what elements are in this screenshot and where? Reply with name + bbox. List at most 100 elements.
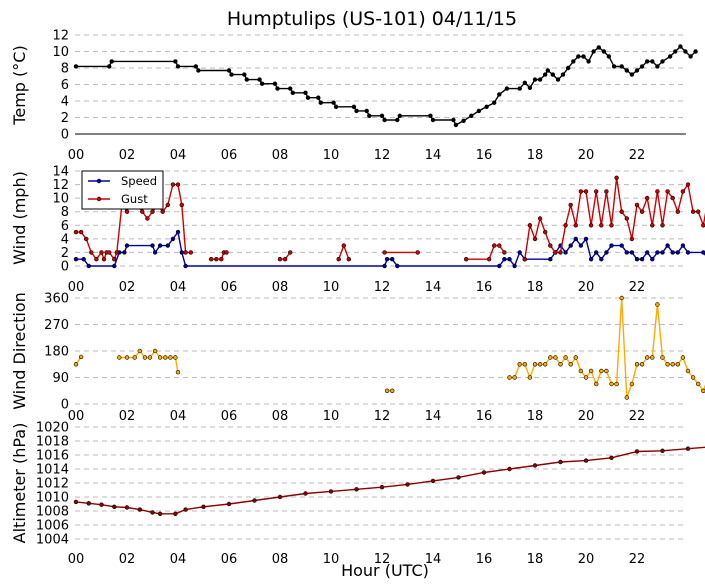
data-point [492, 100, 497, 105]
data-point [527, 375, 533, 380]
data-point [634, 362, 640, 367]
x-tick-label: 10 [323, 280, 340, 295]
data-point [73, 257, 79, 262]
y-tick-label: 1018 [36, 435, 69, 450]
data-point [629, 236, 635, 242]
x-tick-label: 20 [578, 148, 595, 163]
x-tick-label: 20 [578, 280, 595, 295]
data-point [599, 223, 604, 228]
data-point [73, 64, 79, 69]
data-point [685, 182, 691, 187]
data-point [219, 257, 224, 262]
data-point [507, 375, 512, 380]
data-point [132, 355, 137, 360]
data-point [73, 362, 79, 367]
y-axis-label: Temp (°C) [10, 45, 29, 125]
data-point [568, 243, 573, 248]
data-point [305, 95, 311, 100]
y-tick-label: 1008 [36, 505, 69, 520]
data-point [553, 250, 558, 255]
data-point [124, 355, 130, 360]
y-tick-label: 0 [61, 128, 69, 143]
data-point [563, 355, 568, 360]
data-point [688, 54, 693, 59]
data-point [563, 250, 568, 255]
data-point [175, 229, 181, 235]
x-tick-label: 22 [629, 409, 646, 424]
data-point [588, 368, 594, 374]
y-axis-label: Altimeter (hPa) [10, 423, 29, 544]
data-point [259, 81, 265, 86]
data-point [639, 257, 645, 262]
x-tick-label: 12 [374, 552, 391, 567]
data-point [542, 72, 548, 77]
data-point [675, 362, 680, 367]
data-point [179, 250, 185, 255]
data-point [650, 59, 655, 64]
series-0 [73, 295, 705, 400]
y-tick-label: 360 [44, 292, 69, 307]
y-tick-label: 1014 [36, 463, 69, 478]
data-point [555, 77, 561, 82]
data-point [655, 64, 660, 69]
data-point [576, 54, 581, 59]
data-point [364, 108, 369, 114]
data-point [581, 54, 586, 59]
data-point [150, 243, 155, 248]
data-point [701, 250, 705, 255]
x-tick-label: 16 [476, 552, 493, 567]
data-point [507, 257, 512, 262]
data-point [532, 236, 538, 242]
data-point [165, 202, 171, 208]
data-point [73, 229, 79, 235]
data-point [173, 511, 178, 516]
data-point [451, 117, 456, 123]
data-point [461, 118, 466, 124]
data-point [537, 77, 543, 82]
data-point [390, 257, 395, 262]
data-point [517, 362, 522, 367]
data-point [629, 381, 635, 387]
data-point [655, 189, 660, 194]
data-point [382, 263, 387, 269]
data-point [78, 229, 84, 235]
data-point [701, 223, 705, 228]
data-point [629, 72, 635, 77]
series-line [119, 349, 179, 373]
data-point [379, 485, 385, 490]
data-point [596, 45, 601, 50]
data-point [588, 257, 594, 262]
y-tick-label: 1012 [36, 477, 69, 492]
data-point [152, 348, 158, 354]
data-point [609, 223, 614, 228]
x-tick-label: 18 [527, 409, 544, 424]
data-point [583, 458, 589, 463]
data-point [99, 250, 104, 255]
y-tick-label: 2 [61, 246, 69, 261]
data-point [395, 117, 400, 123]
data-point [150, 510, 155, 515]
data-point [173, 355, 178, 360]
data-point [367, 113, 372, 119]
x-tick-label: 18 [527, 148, 544, 163]
data-point [145, 216, 150, 221]
data-point [650, 355, 655, 360]
data-point [644, 355, 650, 360]
data-point [532, 362, 538, 367]
legend: Speed Gust [81, 170, 164, 210]
data-point [183, 507, 188, 512]
y-tick-label: 0 [61, 398, 69, 413]
data-point [532, 463, 538, 468]
data-point [660, 59, 665, 64]
x-tick-label: 12 [374, 280, 391, 295]
data-point [333, 104, 339, 110]
data-point [157, 511, 163, 516]
chart-title: Humptulips (US-101) 04/11/15 [227, 8, 517, 30]
data-point [695, 381, 701, 387]
data-point [660, 250, 665, 255]
data-point [179, 202, 185, 208]
y-tick-label: 8 [61, 62, 69, 77]
data-point [173, 59, 178, 64]
